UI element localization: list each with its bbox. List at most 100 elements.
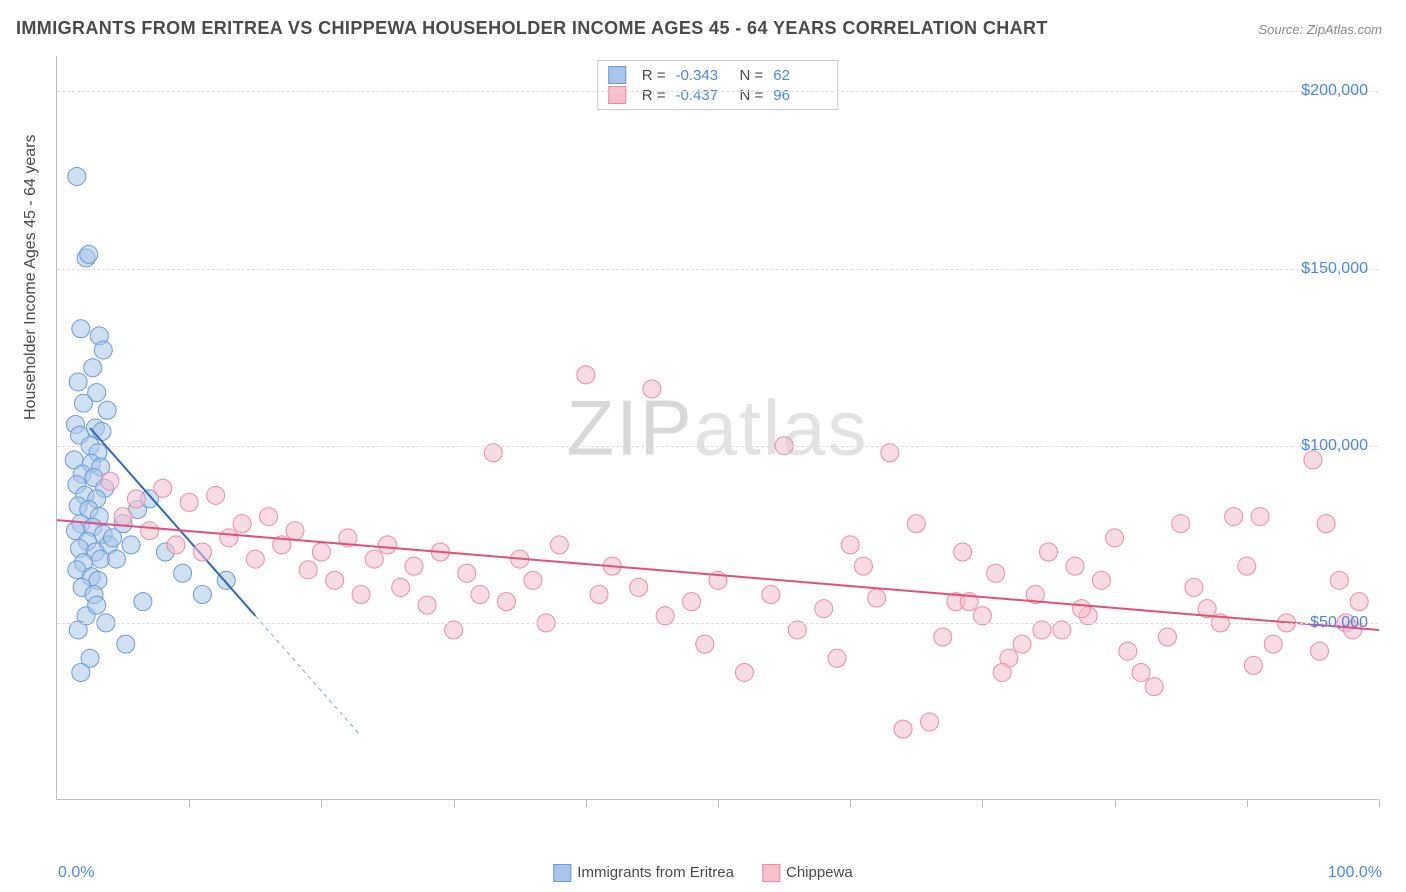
data-point — [1244, 656, 1262, 674]
data-point — [117, 635, 135, 653]
data-point — [630, 578, 648, 596]
data-point — [93, 423, 111, 441]
data-point — [405, 557, 423, 575]
data-point — [1106, 529, 1124, 547]
data-point — [233, 515, 251, 533]
trend-line — [57, 520, 1379, 630]
data-point — [497, 593, 515, 611]
chart-title: IMMIGRANTS FROM ERITREA VS CHIPPEWA HOUS… — [16, 18, 1048, 39]
data-point — [365, 550, 383, 568]
data-point — [1066, 557, 1084, 575]
x-tick — [1115, 799, 1116, 807]
data-point — [101, 472, 119, 490]
x-tick — [850, 799, 851, 807]
scatter-plot: ZIPatlas R = -0.343N = 62R = -0.437N = 9… — [56, 56, 1378, 800]
data-point — [643, 380, 661, 398]
data-point — [683, 593, 701, 611]
data-point — [1073, 600, 1091, 618]
y-tick-label: $150,000 — [1301, 260, 1368, 278]
data-point — [84, 359, 102, 377]
x-tick — [982, 799, 983, 807]
legend: Immigrants from Eritrea Chippewa — [553, 864, 852, 882]
data-point — [1040, 543, 1058, 561]
x-tick — [454, 799, 455, 807]
data-point — [98, 401, 116, 419]
data-point — [379, 536, 397, 554]
data-point — [154, 479, 172, 497]
data-point — [352, 586, 370, 604]
y-tick-label: $200,000 — [1301, 82, 1368, 100]
data-point — [1225, 508, 1243, 526]
data-point — [841, 536, 859, 554]
data-point — [458, 564, 476, 582]
data-point — [69, 373, 87, 391]
data-point — [72, 320, 90, 338]
y-tick-label: $50,000 — [1310, 614, 1368, 632]
legend-swatch — [762, 864, 780, 882]
data-point — [868, 589, 886, 607]
data-point — [92, 550, 110, 568]
data-point — [1119, 642, 1137, 660]
data-point — [762, 586, 780, 604]
data-point — [220, 529, 238, 547]
data-point — [94, 341, 112, 359]
data-point — [193, 586, 211, 604]
data-point — [134, 593, 152, 611]
data-point — [193, 543, 211, 561]
data-point — [1350, 593, 1368, 611]
trend-line-extrapolated — [255, 616, 361, 736]
data-point — [1013, 635, 1031, 653]
data-point — [299, 561, 317, 579]
data-point — [1330, 571, 1348, 589]
data-point — [312, 543, 330, 561]
data-point — [260, 508, 278, 526]
x-axis-min-label: 0.0% — [58, 864, 94, 882]
x-tick — [321, 799, 322, 807]
data-point — [180, 493, 198, 511]
legend-item: Immigrants from Eritrea — [553, 864, 734, 882]
data-point — [696, 635, 714, 653]
x-tick — [586, 799, 587, 807]
data-point — [815, 600, 833, 618]
data-point — [326, 571, 344, 589]
data-point — [141, 522, 159, 540]
data-point — [550, 536, 568, 554]
data-point — [286, 522, 304, 540]
y-tick-label: $100,000 — [1301, 437, 1368, 455]
x-tick — [1247, 799, 1248, 807]
data-point — [894, 720, 912, 738]
gridline — [57, 269, 1378, 270]
data-point — [524, 571, 542, 589]
legend-label: Immigrants from Eritrea — [577, 864, 734, 881]
data-point — [907, 515, 925, 533]
data-point — [1251, 508, 1269, 526]
data-point — [207, 486, 225, 504]
gridline — [57, 91, 1378, 92]
x-tick — [1379, 799, 1380, 807]
data-point — [1092, 571, 1110, 589]
gridline — [57, 446, 1378, 447]
legend-swatch — [553, 864, 571, 882]
data-point — [1158, 628, 1176, 646]
data-point — [590, 586, 608, 604]
data-point — [471, 586, 489, 604]
data-point — [1145, 678, 1163, 696]
data-point — [993, 663, 1011, 681]
data-point — [127, 490, 145, 508]
data-point — [1132, 663, 1150, 681]
data-point — [1264, 635, 1282, 653]
data-point — [921, 713, 939, 731]
scatter-svg — [57, 56, 1379, 800]
legend-item: Chippewa — [762, 864, 853, 882]
data-point — [828, 649, 846, 667]
y-axis-label: Householder Income Ages 45 - 64 years — [22, 135, 40, 421]
data-point — [114, 508, 132, 526]
data-point — [74, 394, 92, 412]
data-point — [1185, 578, 1203, 596]
data-point — [88, 596, 106, 614]
data-point — [854, 557, 872, 575]
x-tick — [718, 799, 719, 807]
data-point — [174, 564, 192, 582]
legend-label: Chippewa — [786, 864, 853, 881]
data-point — [122, 536, 140, 554]
